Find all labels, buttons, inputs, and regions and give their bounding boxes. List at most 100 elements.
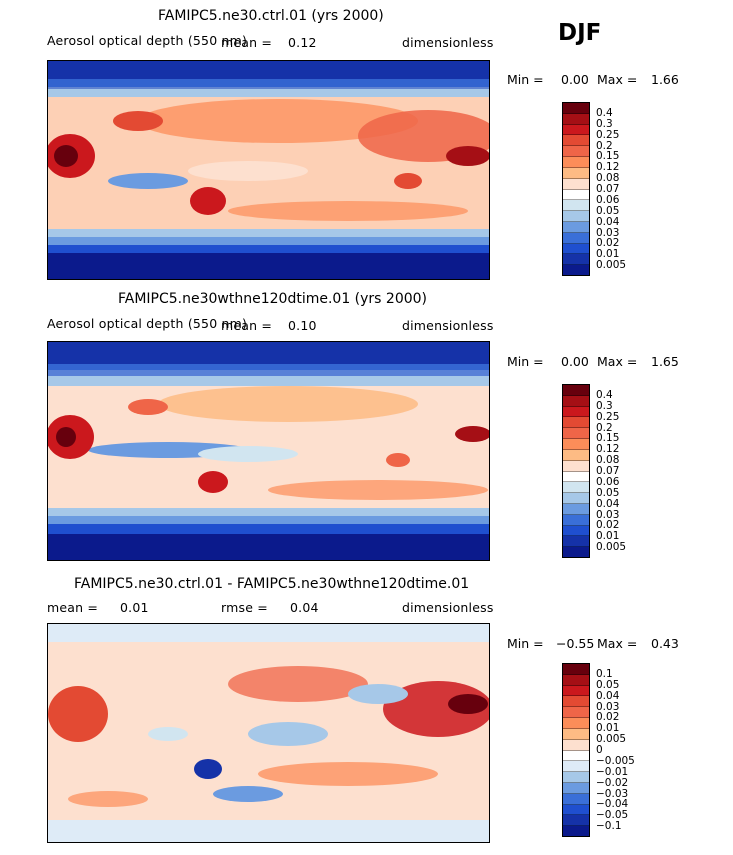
colorbar-swatch [563,664,589,675]
colorbar-swatch [563,135,589,147]
colorbar-tick-label: 0.05 [596,204,620,217]
colorbar-swatch [563,536,589,548]
colorbar-swatch [563,718,589,729]
colorbar-swatch [563,696,589,708]
colorbar-swatch [563,482,589,494]
colorbar-tick-label: 0.02 [596,237,620,250]
colorbar-swatch [563,406,589,418]
panel-3-max-label: Max = [597,636,638,651]
panel-1-min-value: 0.00 [561,72,589,87]
colorbar-tick-label: 0.07 [596,465,620,477]
colorbar-tick-label: −0.03 [596,787,629,800]
colorbar-tick-label: 0.05 [596,678,620,691]
colorbar-tick-label: 0.4 [596,388,613,401]
panel-2-title: FAMIPC5.ne30wthne120dtime.01 (yrs 2000) [118,291,428,307]
colorbar-swatch [563,428,589,440]
colorbar-tick-label: 0.25 [596,128,620,141]
colorbar-swatch [563,254,589,266]
colorbar-tick-label: 0.03 [596,226,620,239]
colorbar-swatch [563,782,589,794]
colorbar-tick-label: −0.005 [596,754,635,767]
colorbar-tick-label: 0.08 [596,454,620,467]
colorbar-swatch [563,113,589,125]
colorbar-swatch [563,103,589,114]
colorbar-swatch [563,178,589,190]
panel-3-colorbar [562,663,590,837]
colorbar-swatch [563,826,589,836]
colorbar-tick-label: 0.03 [596,700,620,713]
panel-2-min-label: Min = [507,354,544,369]
colorbar-tick-label: 0.005 [596,541,627,554]
colorbar-swatch [563,439,589,450]
colorbar-swatch [563,514,589,526]
colorbar-swatch [563,265,589,275]
colorbar-swatch [563,793,589,805]
panel-1-units: dimensionless [402,35,494,50]
colorbar-tick-label: 0.12 [596,161,620,174]
colorbar-tick-label: 0.3 [596,399,613,412]
colorbar-tick-label: −0.04 [596,798,629,811]
colorbar-tick-label: 0.03 [596,508,620,521]
colorbar-swatch [563,685,589,697]
colorbar-swatch [563,211,589,222]
colorbar-tick-label: 0.05 [596,486,620,499]
panel-3-units: dimensionless [402,600,494,615]
colorbar-tick-label: 0.04 [596,215,620,228]
colorbar-tick-label: 0.3 [596,117,613,130]
panel-2-max-label: Max = [597,354,638,369]
colorbar-tick-label: 0.25 [596,410,620,423]
panel-1-max-value: 1.66 [651,72,679,87]
panel-1-min-label: Min = [507,72,544,87]
colorbar-swatch [563,146,589,158]
colorbar-swatch [563,221,589,233]
panel-3-min-label: Min = [507,636,544,651]
panel-1-mean-value: 0.12 [288,35,317,50]
panel-3-max-value: 0.43 [651,636,679,651]
colorbar-tick-label: 0.04 [596,497,620,510]
colorbar-swatch [563,124,589,136]
colorbar-swatch [563,232,589,244]
colorbar-tick-label: 0.01 [596,248,620,261]
colorbar-tick-label: 0.15 [596,150,620,163]
colorbar-tick-label: 0.4 [596,106,613,119]
panel-2-min-value: 0.00 [561,354,589,369]
colorbar-swatch [563,503,589,515]
colorbar-swatch [563,728,589,740]
colorbar-tick-label: −0.05 [596,809,629,822]
panel-3-title: FAMIPC5.ne30.ctrl.01 - FAMIPC5.ne30wthne… [74,576,470,592]
colorbar-tick-label: 0.005 [596,259,627,272]
panel-3-rmse-label: rmse = [221,600,268,615]
colorbar-tick-label: 0.02 [596,519,620,532]
colorbar-tick-label: 0.06 [596,475,620,488]
colorbar-swatch [563,750,589,762]
colorbar-tick-label: 0.02 [596,711,620,724]
panel-3-rmse-value: 0.04 [290,600,319,615]
colorbar-swatch [563,189,589,201]
colorbar-swatch [563,460,589,472]
colorbar-swatch [563,200,589,212]
panel-3-min-value: −0.55 [556,636,595,651]
colorbar-swatch [563,525,589,537]
panel-2-map [47,341,490,561]
panel-1-colorbar [562,102,590,276]
colorbar-tick-label: 0 [596,744,603,756]
colorbar-swatch [563,547,589,557]
colorbar-tick-label: 0.06 [596,193,620,206]
panel-1-map-field [48,61,489,279]
panel-2-mean-value: 0.10 [288,318,317,333]
colorbar-swatch [563,417,589,429]
panel-2-mean-label: mean = [221,318,273,333]
colorbar-tick-label: 0.01 [596,722,620,735]
colorbar-tick-label: 0.12 [596,443,620,456]
panel-2-units: dimensionless [402,318,494,333]
colorbar-swatch [563,804,589,816]
colorbar-tick-label: 0.2 [596,421,613,434]
panel-2-colorbar [562,384,590,558]
colorbar-tick-label: 0.08 [596,172,620,185]
colorbar-tick-label: 0.07 [596,183,620,195]
panel-3-map-field [48,624,489,842]
colorbar-tick-label: −0.1 [596,820,622,833]
colorbar-tick-label: −0.02 [596,776,629,789]
colorbar-swatch [563,772,589,783]
colorbar-swatch [563,167,589,179]
